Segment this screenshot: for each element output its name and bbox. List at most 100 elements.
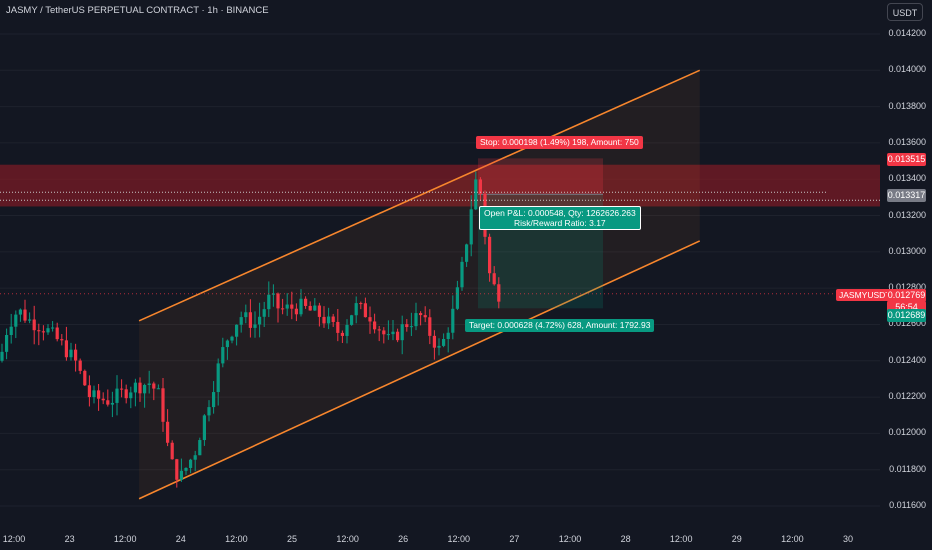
risk-reward-line: Risk/Reward Ratio: 3.17 [514, 218, 606, 228]
candle-body [281, 308, 285, 310]
candle-body [18, 309, 22, 315]
price-tick: 0.014000 [888, 64, 926, 75]
candle-body [446, 332, 450, 340]
candle-body [488, 236, 492, 274]
target-price-label: 0.012689 [887, 309, 926, 322]
candle-body [469, 209, 473, 245]
candle-body [271, 293, 275, 295]
candle-body [363, 303, 367, 318]
candle-body [350, 315, 354, 325]
stop-price-label: 0.013515 [887, 153, 926, 166]
candle-body [419, 313, 423, 316]
parallel-channel [138, 69, 701, 500]
candle-body [442, 339, 446, 346]
candlestick-series [0, 171, 501, 488]
candle-body [478, 179, 482, 194]
candle-body [262, 309, 266, 317]
stop-zone [478, 158, 603, 195]
price-tick: 0.013800 [888, 100, 926, 111]
time-tick: 12:00 [336, 534, 359, 544]
candle-body [276, 293, 280, 309]
time-tick: 26 [398, 534, 409, 544]
time-tick: 27 [509, 534, 520, 544]
candle-body [64, 340, 68, 358]
candle-body [497, 284, 501, 302]
candle-body [179, 470, 183, 480]
time-tick: 30 [842, 534, 854, 544]
price-tick: 0.011600 [889, 500, 926, 510]
price-tick: 0.012000 [888, 427, 926, 438]
candle-body [400, 324, 404, 341]
price-tick: 0.012800 [888, 282, 926, 293]
candle-body [235, 324, 239, 337]
candle-body [202, 415, 206, 441]
time-tick: 12:00 [2, 534, 26, 544]
candle-body [115, 388, 119, 403]
candle-body [396, 331, 400, 341]
candle-body [106, 400, 110, 405]
candle-body [230, 336, 234, 341]
candle-body [69, 349, 73, 358]
candle-body [207, 407, 211, 416]
channel-fill [139, 70, 700, 499]
time-tick: 29 [731, 534, 742, 544]
candle-body [258, 316, 262, 325]
candle-body [184, 467, 188, 471]
candle-body [28, 319, 32, 321]
pnl-info-label[interactable]: Open P&L: 0.000548, Qty: 1262626.263 Ris… [479, 206, 641, 230]
stop-info-label[interactable]: Stop: 0.000198 (1.49%) 198, Amount: 750 [476, 136, 643, 149]
candle-body [304, 298, 308, 306]
time-tick: 12:00 [558, 534, 582, 544]
candle-body [78, 360, 82, 371]
candle-body [161, 388, 165, 422]
pnl-line: Open P&L: 0.000548, Qty: 1262626.263 [484, 208, 636, 218]
candle-body [248, 312, 252, 328]
candle-body [120, 388, 124, 390]
candle-body [294, 308, 298, 315]
channel-upper-line [138, 69, 701, 322]
time-tick: 25 [286, 534, 298, 544]
price-tick: 0.013000 [888, 245, 926, 256]
candle-body [124, 389, 128, 399]
candle-body [239, 317, 243, 325]
candle-body [46, 328, 50, 333]
currency-button[interactable]: USDT [887, 3, 923, 21]
candle-body [92, 390, 96, 398]
candle-body [143, 384, 147, 394]
candle-body [308, 305, 312, 311]
time-tick: 12:00 [447, 534, 471, 544]
candle-body [152, 383, 156, 389]
candle-body [451, 308, 455, 333]
channel-lower-line [138, 240, 701, 500]
candle-body [212, 392, 216, 408]
candle-body [55, 327, 59, 340]
candle-body [405, 324, 409, 328]
candle-body [9, 326, 13, 335]
candle-body [322, 316, 326, 324]
candle-body [156, 388, 160, 390]
time-tick: 12:00 [225, 534, 248, 544]
target-info-label[interactable]: Target: 0.000628 (4.72%) 628, Amount: 17… [465, 319, 655, 332]
price-tick: 0.014200 [888, 28, 926, 38]
short-position-tool [478, 158, 603, 309]
candle-body [23, 309, 27, 321]
candle-body [299, 298, 303, 315]
candle-body [133, 382, 137, 393]
candle-body [97, 390, 101, 399]
candle-body [87, 385, 91, 398]
candle-body [386, 334, 390, 336]
candle-body [313, 305, 317, 311]
time-tick: 24 [175, 534, 186, 544]
candle-body [267, 294, 271, 310]
price-tick: 0.013200 [888, 209, 926, 220]
candle-body [331, 316, 335, 322]
candle-body [423, 315, 427, 318]
candle-body [110, 402, 114, 405]
candle-body [166, 421, 170, 443]
candle-body [391, 331, 395, 335]
candle-body [14, 314, 18, 327]
candle-body [216, 363, 220, 393]
candle-body [74, 349, 78, 361]
candle-body [414, 313, 418, 327]
